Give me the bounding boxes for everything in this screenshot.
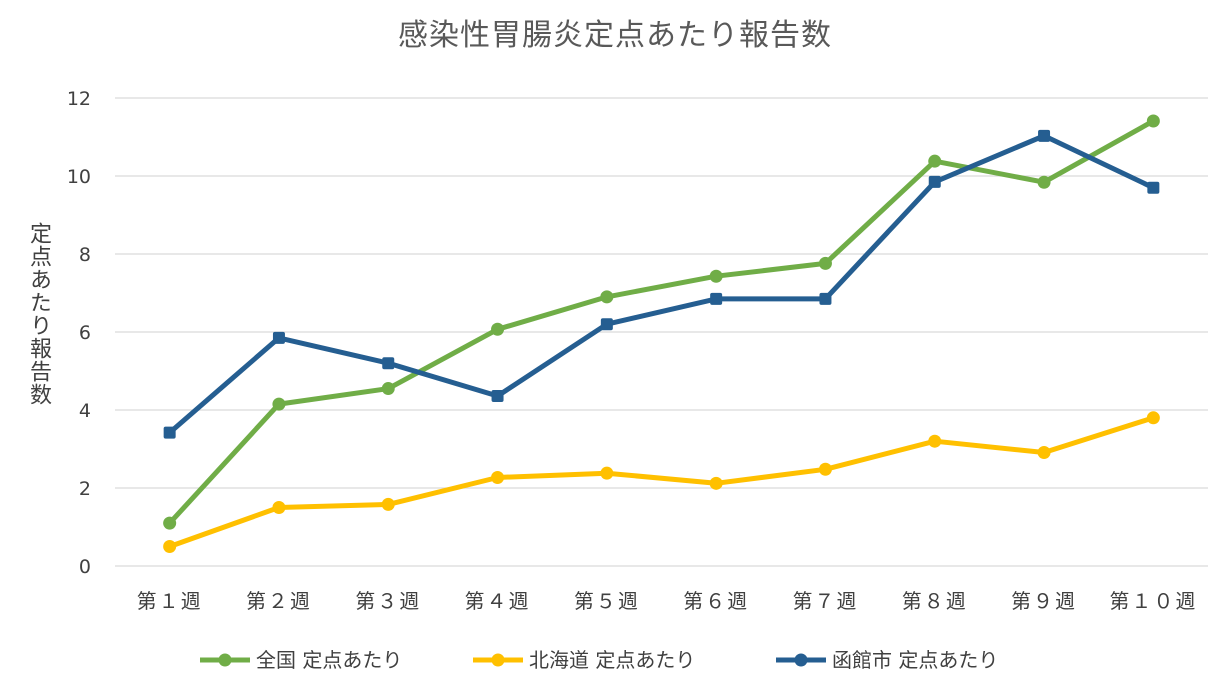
data-point [818,462,832,476]
y-tick-label: 2 [79,478,91,500]
x-tick-labels: 第１週 第２週 第３週 第４週 第５週 第６週 第７週 第８週 第９週 第１０週 [137,589,1197,613]
data-point [709,269,723,283]
data-point [928,154,942,168]
y-tick-label: 10 [67,166,91,188]
data-point [928,434,942,448]
series-line [167,133,1156,436]
x-tick-label: 第５週 [574,589,640,613]
data-point [600,290,614,304]
series-line [167,415,1156,549]
data-point [1038,129,1051,142]
legend-label: 北海道 定点あたり [529,648,695,672]
legend-label: 函館市 定点あたり [832,648,998,672]
x-tick-label: 第８週 [902,589,968,613]
data-point [928,175,941,188]
y-tick-label: 12 [67,88,91,110]
x-tick-label: 第９週 [1011,589,1077,613]
series-line [167,118,1156,526]
legend: 全国 定点あたり 北海道 定点あたり 函館市 定点あたり [200,648,998,672]
data-point [818,256,832,270]
data-point [491,470,505,484]
data-point [710,292,723,305]
x-tick-label: 第１週 [137,589,203,613]
data-point [1146,114,1160,128]
data-point [600,318,613,331]
data-point [163,516,177,530]
chart-title: 感染性胃腸炎定点あたり報告数 [398,18,832,53]
y-tick-label: 4 [79,400,91,422]
data-point [382,357,395,370]
data-point [709,476,723,490]
data-point [600,466,614,480]
series-markers [163,114,1160,553]
x-tick-label: 第３週 [355,589,421,613]
legend-marker [794,653,808,667]
data-point [163,426,176,439]
x-tick-label: 第７週 [792,589,858,613]
data-point [1037,446,1051,460]
y-axis-label: 定点あたり報告数 [26,222,51,406]
y-tick-label: 0 [79,556,91,578]
x-tick-label: 第６週 [683,589,749,613]
data-point [272,331,285,344]
data-point [491,322,505,336]
y-tick-labels: 0 2 4 6 8 10 12 [67,88,91,578]
legend-label: 全国 定点あたり [256,648,402,672]
x-tick-label: 第１０週 [1109,589,1197,613]
data-point [381,382,395,396]
data-point [1146,411,1160,425]
data-point [491,389,504,402]
x-tick-label: 第２週 [246,589,312,613]
legend-marker [218,653,232,667]
data-point [272,501,286,514]
series-lines [167,118,1156,549]
x-tick-label: 第４週 [465,589,531,613]
data-point [381,497,395,511]
y-tick-label: 8 [79,244,91,266]
gridlines [115,97,1208,567]
data-point [819,292,832,305]
data-point [1037,175,1051,189]
data-point [272,397,286,411]
data-point [1147,181,1160,194]
y-tick-label: 6 [79,322,91,344]
data-point [163,540,177,553]
legend-marker [491,653,505,667]
